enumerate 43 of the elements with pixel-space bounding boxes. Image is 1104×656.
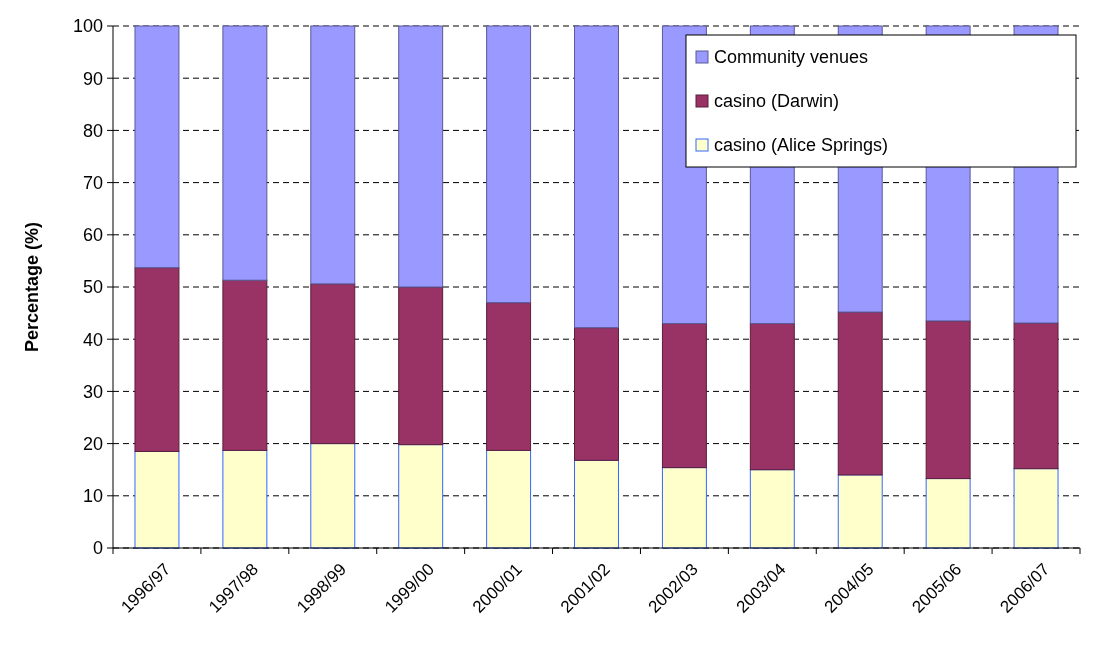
bar <box>749 469 795 549</box>
bar <box>574 327 619 461</box>
bar <box>1013 468 1059 549</box>
y-tick-label: 0 <box>92 538 103 559</box>
y-tick-label: 80 <box>82 120 103 141</box>
bar <box>486 449 532 549</box>
bar <box>398 444 444 549</box>
bar <box>134 267 180 452</box>
bar <box>222 279 268 451</box>
bar <box>398 286 444 446</box>
bar <box>310 25 356 285</box>
bar <box>486 302 532 451</box>
bar <box>837 474 883 549</box>
bar <box>134 25 180 269</box>
y-tick-label: 70 <box>82 172 103 193</box>
bar <box>837 311 883 476</box>
bar <box>661 467 707 549</box>
y-tick-label: 90 <box>82 68 103 89</box>
bar <box>398 25 444 288</box>
bar <box>749 323 795 471</box>
y-tick-label: 10 <box>82 486 103 507</box>
bar <box>134 450 180 549</box>
bar <box>310 283 356 445</box>
bar <box>925 320 971 480</box>
legend-label: casino (Alice Springs) <box>714 135 889 156</box>
bar <box>925 478 971 549</box>
bar <box>222 25 268 281</box>
bar <box>574 459 619 549</box>
bar <box>661 323 707 469</box>
bar <box>222 449 268 549</box>
bar <box>310 443 356 549</box>
bar <box>486 25 532 304</box>
y-tick-label: 30 <box>82 381 103 402</box>
bar <box>574 25 619 329</box>
bar <box>1013 322 1059 470</box>
y-tick-label: 40 <box>82 329 103 350</box>
legend-label: Community venues <box>714 47 869 68</box>
y-tick-label: 50 <box>82 277 103 298</box>
legend-label: casino (Darwin) <box>714 91 840 112</box>
y-axis-title: Percentage (%) <box>22 221 42 353</box>
y-tick-label: 20 <box>82 433 103 454</box>
y-tick-label: 60 <box>82 225 103 246</box>
y-tick-label: 100 <box>72 16 103 37</box>
